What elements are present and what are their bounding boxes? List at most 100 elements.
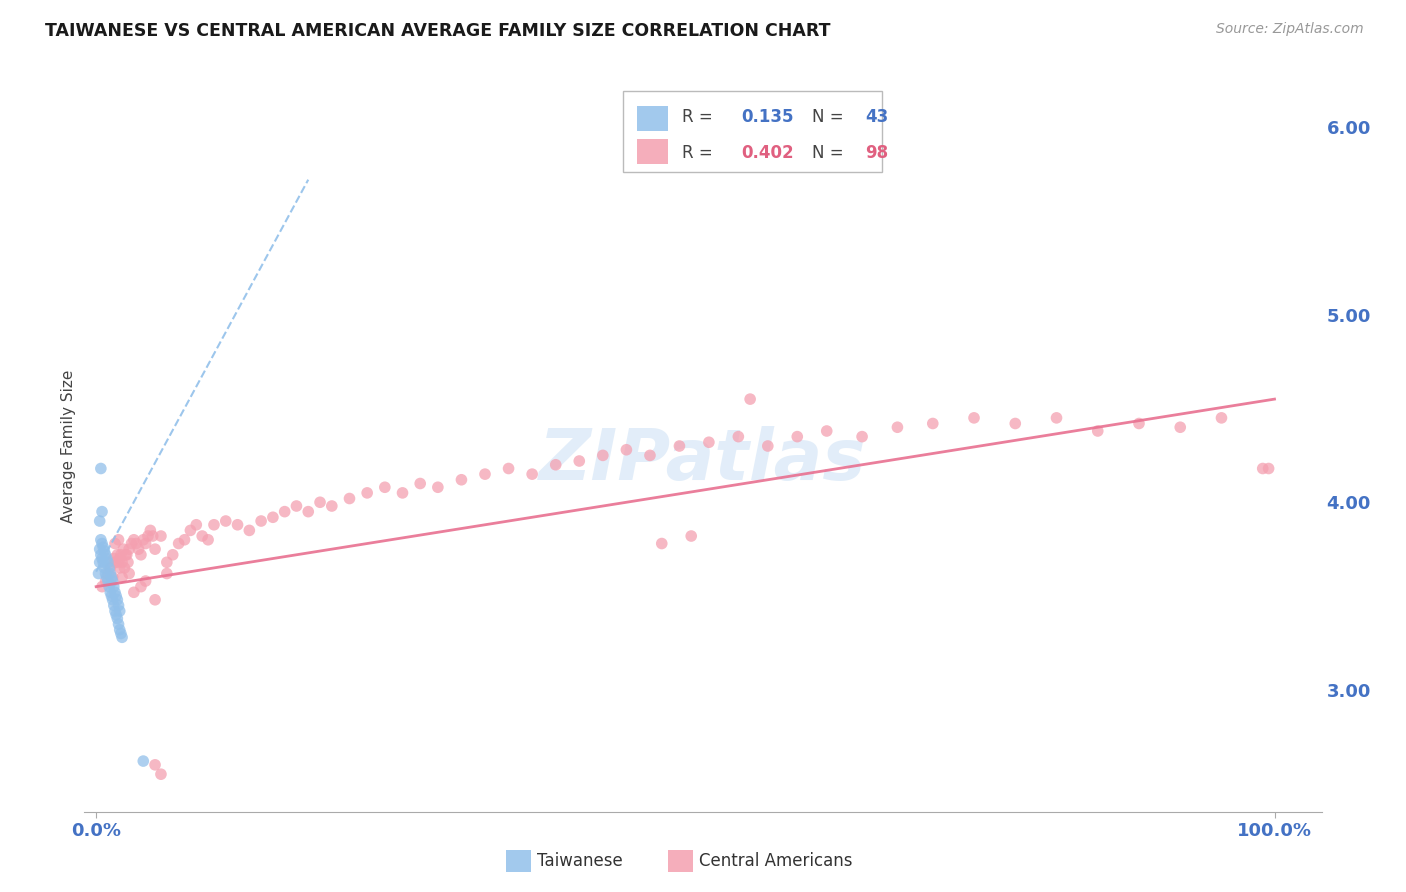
Point (139, 524, 162, 538)
Point (111, 630, 134, 644)
Point (1087, 424, 1109, 438)
Point (90, 461, 112, 475)
Point (114, 548, 136, 562)
Point (105, 555, 128, 569)
Point (727, 429, 749, 443)
Text: Source: ZipAtlas.com: Source: ZipAtlas.com (1216, 22, 1364, 37)
Point (1257, 461, 1279, 475)
Text: 43: 43 (865, 108, 889, 126)
Point (110, 626, 132, 640)
Point (98, 561, 121, 575)
Point (135, 536, 157, 550)
Point (103, 551, 125, 566)
Point (105, 589, 128, 603)
Point (143, 542, 166, 557)
Text: N =: N = (811, 108, 849, 126)
Point (321, 499, 343, 513)
Point (91, 555, 114, 569)
Point (197, 533, 219, 547)
Point (100, 589, 122, 603)
Point (100, 570, 122, 584)
Point (651, 536, 673, 550)
Point (156, 555, 179, 569)
Point (963, 410, 986, 425)
Point (94, 566, 117, 581)
Point (108, 561, 131, 575)
Text: ZIPatlas: ZIPatlas (540, 426, 866, 495)
Point (1211, 410, 1233, 425)
Point (129, 580, 152, 594)
Point (91, 551, 114, 566)
Point (191, 529, 214, 543)
Point (97, 555, 120, 569)
Point (118, 566, 141, 581)
Point (89, 555, 111, 569)
Text: R =: R = (682, 108, 718, 126)
Point (91, 541, 114, 555)
Point (112, 561, 135, 575)
Point (104, 604, 127, 618)
Text: 0.135: 0.135 (741, 108, 794, 126)
Point (110, 548, 132, 562)
Point (815, 424, 838, 438)
Point (122, 533, 145, 547)
Point (638, 449, 661, 463)
Point (136, 529, 159, 543)
Point (520, 467, 543, 482)
Text: Taiwanese: Taiwanese (537, 852, 623, 871)
Point (105, 611, 128, 625)
FancyBboxPatch shape (623, 91, 883, 171)
Point (215, 514, 238, 528)
Point (107, 599, 129, 613)
Point (142, 529, 165, 543)
Point (238, 524, 260, 538)
Bar (637, 106, 668, 131)
Point (616, 442, 638, 457)
Point (250, 514, 273, 528)
Point (1168, 420, 1191, 434)
Point (173, 533, 195, 547)
Point (111, 555, 134, 569)
Point (98, 566, 121, 581)
Point (96, 570, 118, 584)
Point (1045, 410, 1067, 425)
Y-axis label: Average Family Size: Average Family Size (60, 369, 76, 523)
Point (179, 524, 201, 538)
Point (156, 566, 179, 581)
Point (91, 536, 114, 550)
Point (111, 570, 134, 584)
Point (450, 473, 472, 487)
Point (125, 536, 148, 550)
Point (426, 480, 449, 494)
Point (104, 555, 127, 569)
Point (103, 599, 125, 613)
Point (121, 536, 143, 550)
Point (97, 566, 120, 581)
Point (740, 392, 762, 406)
Point (128, 542, 150, 557)
Point (101, 574, 124, 588)
Point (108, 604, 131, 618)
Point (374, 480, 396, 494)
Point (544, 458, 567, 472)
Point (697, 435, 720, 450)
Point (101, 570, 124, 584)
Point (118, 542, 141, 557)
Point (339, 491, 361, 506)
Point (87, 566, 110, 581)
Point (98, 561, 121, 575)
Point (97, 574, 120, 588)
Point (409, 476, 432, 491)
Text: 98: 98 (865, 145, 889, 162)
Point (143, 757, 166, 772)
Point (115, 548, 138, 562)
Point (1004, 417, 1026, 431)
Point (1128, 417, 1150, 431)
Point (1251, 461, 1274, 475)
Point (356, 486, 378, 500)
Point (149, 529, 172, 543)
Point (90, 548, 112, 562)
Point (129, 548, 152, 562)
Point (162, 548, 184, 562)
Point (94, 574, 117, 588)
